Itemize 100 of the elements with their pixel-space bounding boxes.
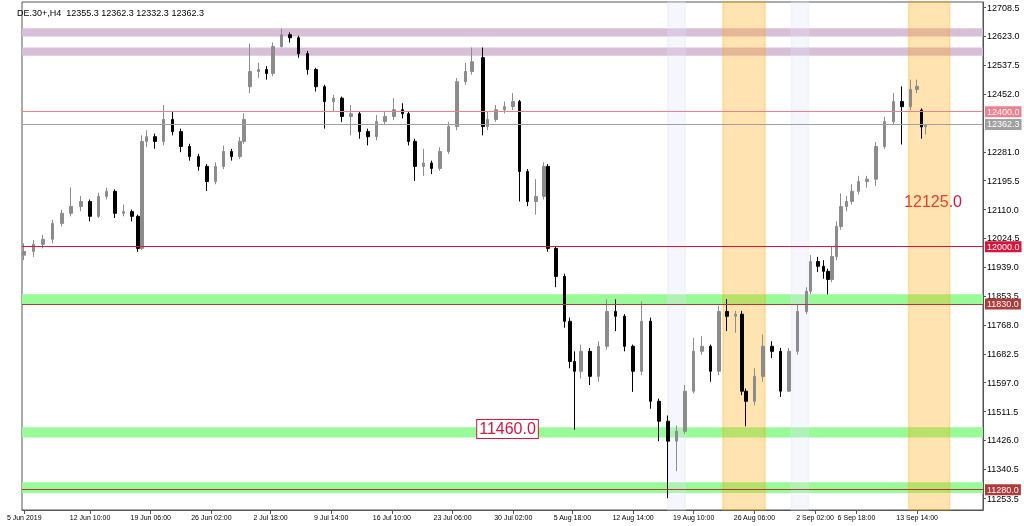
candlestick	[265, 65, 268, 81]
candlestick	[770, 340, 774, 359]
candlestick	[850, 183, 854, 206]
candlestick	[563, 273, 566, 329]
y-tick-label: 11426.0	[987, 435, 1019, 446]
candlestick	[69, 186, 73, 217]
candlestick	[447, 121, 450, 155]
candlestick	[649, 317, 652, 410]
ref-line-label: 12400.0	[987, 106, 1020, 117]
candlestick	[271, 42, 275, 77]
candlestick	[909, 79, 912, 111]
candlestick	[122, 204, 125, 217]
candlestick	[518, 99, 521, 202]
candlestick	[779, 347, 782, 398]
candlestick	[430, 160, 433, 175]
candlestick	[631, 344, 635, 393]
candlestick	[280, 28, 283, 49]
candlestick	[230, 148, 233, 162]
candlestick	[392, 97, 396, 121]
candlestick	[579, 344, 583, 379]
candlestick	[542, 161, 546, 200]
candlestick	[725, 298, 729, 332]
candlestick	[892, 92, 895, 126]
candlestick	[205, 163, 209, 192]
candlestick	[188, 143, 191, 162]
y-tick-label: 12708.5	[987, 2, 1020, 13]
candlestick	[60, 209, 64, 227]
candlestick	[288, 31, 292, 44]
candlestick	[796, 303, 799, 356]
candlestick	[734, 310, 737, 334]
annotation: 12125.0	[904, 192, 963, 210]
text: DE.30+,H4 12355.3 12362.3 12332.3 12362.3	[17, 7, 204, 18]
y-tick-label: 12281.0	[987, 146, 1020, 157]
candlestick	[113, 188, 117, 219]
y-tick-label: 12537.5	[987, 60, 1020, 71]
candlestick	[920, 107, 923, 140]
candlestick	[22, 242, 26, 261]
candlestick	[753, 367, 756, 406]
candlestick	[761, 333, 765, 383]
candlestick	[554, 246, 558, 288]
candlestick	[51, 219, 54, 244]
candlestick	[407, 111, 410, 146]
candlestick	[358, 111, 361, 140]
candlestick	[323, 84, 326, 130]
candlestick	[340, 96, 344, 123]
candlestick	[297, 35, 300, 59]
candlestick	[366, 128, 370, 146]
candlestick	[470, 47, 474, 76]
candlestick	[413, 138, 417, 182]
candlestick	[787, 347, 791, 393]
candlestick	[41, 234, 45, 249]
candlestick	[526, 168, 529, 207]
y-tick-label: 11939.0	[987, 262, 1019, 273]
candlestick	[900, 85, 904, 145]
candlestick	[105, 187, 108, 200]
candlestick	[865, 175, 869, 189]
candlestick	[314, 67, 318, 92]
candlestick	[486, 111, 489, 131]
candlestick	[140, 134, 144, 251]
candlestick	[422, 148, 425, 177]
candlestick	[332, 94, 335, 113]
candlestick	[257, 62, 260, 79]
y-tick-label: 11853.5	[987, 291, 1019, 302]
candlestick	[692, 337, 695, 395]
candlestick	[375, 114, 378, 141]
y-tick-label: 11682.5	[987, 348, 1019, 359]
candlestick	[130, 209, 134, 222]
annotation: 11460.0	[479, 420, 536, 438]
candlestick	[383, 111, 387, 126]
candlestick	[162, 104, 165, 146]
ref-line-label: 11830.0	[987, 299, 1019, 310]
candlestick	[666, 414, 670, 499]
candlestick	[874, 141, 878, 187]
candlestick	[494, 104, 498, 123]
ref-line-label: 12362.3	[987, 119, 1020, 130]
candlestick	[511, 92, 515, 111]
candlestick	[709, 344, 712, 383]
candlestick	[464, 62, 467, 86]
candlestick	[97, 192, 100, 219]
candlestick	[438, 146, 442, 172]
candlestick	[717, 305, 721, 376]
candlestick	[88, 198, 92, 222]
candlestick	[179, 128, 183, 153]
candlestick	[605, 298, 609, 351]
candlestick	[503, 101, 506, 114]
y-tick-label: 11597.0	[987, 377, 1019, 388]
candlestick	[700, 335, 704, 356]
candlestick	[222, 144, 225, 170]
candlestick	[79, 195, 83, 212]
candlestick	[455, 77, 459, 131]
candlestick	[32, 239, 35, 258]
candlestick	[214, 161, 217, 185]
candlestick	[306, 50, 309, 76]
candlestick	[597, 340, 600, 383]
y-tick-label: 12024.5	[987, 233, 1020, 244]
candlestick	[136, 214, 140, 253]
candlestick	[614, 298, 617, 332]
candlestick	[683, 384, 687, 435]
y-tick-label: 12623.0	[987, 31, 1020, 42]
candlestick	[816, 256, 820, 273]
